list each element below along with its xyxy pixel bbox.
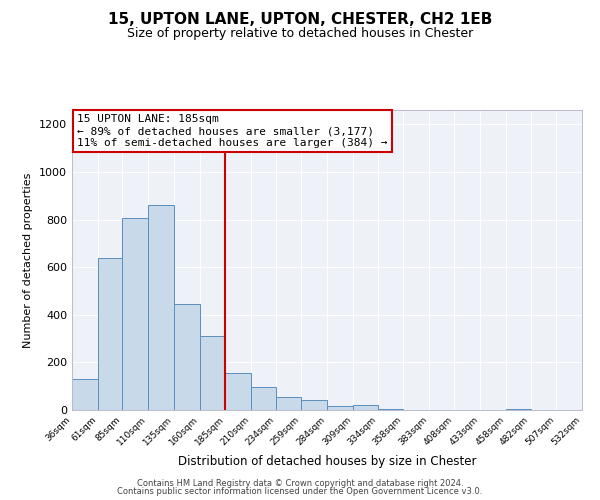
Bar — [379, 409, 403, 410]
X-axis label: Distribution of detached houses by size in Chester: Distribution of detached houses by size … — [178, 456, 476, 468]
Bar — [506, 409, 530, 410]
Bar — [251, 388, 275, 410]
Bar — [199, 336, 225, 410]
Bar — [275, 398, 301, 410]
Bar — [327, 406, 353, 410]
Bar — [174, 304, 199, 410]
Text: 15 UPTON LANE: 185sqm
← 89% of detached houses are smaller (3,177)
11% of semi-d: 15 UPTON LANE: 185sqm ← 89% of detached … — [77, 114, 388, 148]
Text: Contains HM Land Registry data © Crown copyright and database right 2024.: Contains HM Land Registry data © Crown c… — [137, 478, 463, 488]
Text: 15, UPTON LANE, UPTON, CHESTER, CH2 1EB: 15, UPTON LANE, UPTON, CHESTER, CH2 1EB — [108, 12, 492, 28]
Bar — [98, 258, 122, 410]
Bar — [353, 405, 379, 410]
Bar — [301, 400, 327, 410]
Bar — [225, 373, 251, 410]
Y-axis label: Number of detached properties: Number of detached properties — [23, 172, 34, 348]
Bar — [72, 379, 98, 410]
Text: Contains public sector information licensed under the Open Government Licence v3: Contains public sector information licen… — [118, 487, 482, 496]
Bar — [148, 205, 174, 410]
Bar — [122, 218, 148, 410]
Text: Size of property relative to detached houses in Chester: Size of property relative to detached ho… — [127, 28, 473, 40]
